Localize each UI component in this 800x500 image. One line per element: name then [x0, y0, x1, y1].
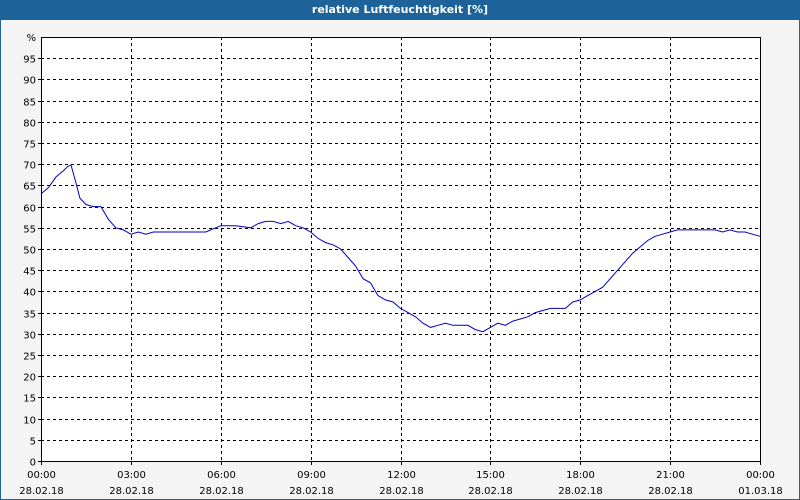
x-tick-time-label: 03:00	[117, 470, 146, 481]
x-tick-time-label: 18:00	[566, 470, 595, 481]
y-tick-label: 90	[23, 76, 36, 87]
y-axis-ticks: 0 5 10 15 20 25 30 35 40 45 50 55 60 65 70 75 80 85 90 95	[23, 55, 41, 469]
y-tick-label: 70	[23, 161, 36, 172]
y-tick-label: 5	[30, 437, 36, 448]
x-tick-time-label: 00:00	[746, 470, 775, 481]
grid-lines	[41, 37, 760, 461]
x-tick-date-label: 28.02.18	[379, 486, 424, 497]
y-tick-label: 15	[23, 394, 36, 405]
y-tick-label: 75	[23, 140, 36, 151]
x-tick-time-label: 12:00	[387, 470, 416, 481]
x-tick-time-label: 21:00	[656, 470, 685, 481]
y-tick-label: 80	[23, 119, 36, 130]
y-tick-label: 65	[23, 182, 36, 193]
x-tick-date-label: 28.02.18	[199, 486, 244, 497]
y-tick-label: 60	[23, 204, 36, 215]
x-tick-time-label: 09:00	[297, 470, 326, 481]
x-tick-time-label: 06:00	[207, 470, 236, 481]
y-tick-label: 85	[23, 98, 36, 109]
y-tick-label: 10	[23, 416, 36, 427]
y-tick-label: 40	[23, 288, 36, 299]
x-axis-ticks: 00:00 28.02.18 03:00 28.02.18 06:00 28.02.18 0…	[19, 461, 783, 497]
x-tick-time-label: 15:00	[476, 470, 505, 481]
x-tick-date-label: 28.02.18	[468, 486, 513, 497]
x-tick-date-label: 28.02.18	[289, 486, 334, 497]
x-tick-date-label: 28.02.18	[648, 486, 693, 497]
y-tick-label: 45	[23, 267, 36, 278]
y-tick-label: 55	[23, 225, 36, 236]
humidity-series-line	[40, 164, 761, 333]
y-tick-label: 20	[23, 373, 36, 384]
x-tick-date-label: 01.03.18	[738, 486, 783, 497]
chart-title: relative Luftfeuchtigkeit [%]	[0, 0, 800, 20]
humidity-chart: 0 5 10 15 20 25 30 35 40 45 50 55 60 65 70 75 80 85 90 95 0…	[19, 33, 783, 497]
y-axis-unit-label: %	[26, 33, 36, 44]
x-tick-time-label: 00:00	[27, 470, 56, 481]
y-tick-label: 95	[23, 55, 36, 66]
x-tick-date-label: 28.02.18	[109, 486, 154, 497]
y-tick-label: 50	[23, 246, 36, 257]
x-tick-date-label: 28.02.18	[558, 486, 603, 497]
y-tick-label: 35	[23, 310, 36, 321]
x-tick-date-label: 28.02.18	[19, 486, 64, 497]
y-tick-label: 0	[30, 458, 36, 469]
y-tick-label: 30	[23, 331, 36, 342]
y-tick-label: 25	[23, 352, 36, 363]
